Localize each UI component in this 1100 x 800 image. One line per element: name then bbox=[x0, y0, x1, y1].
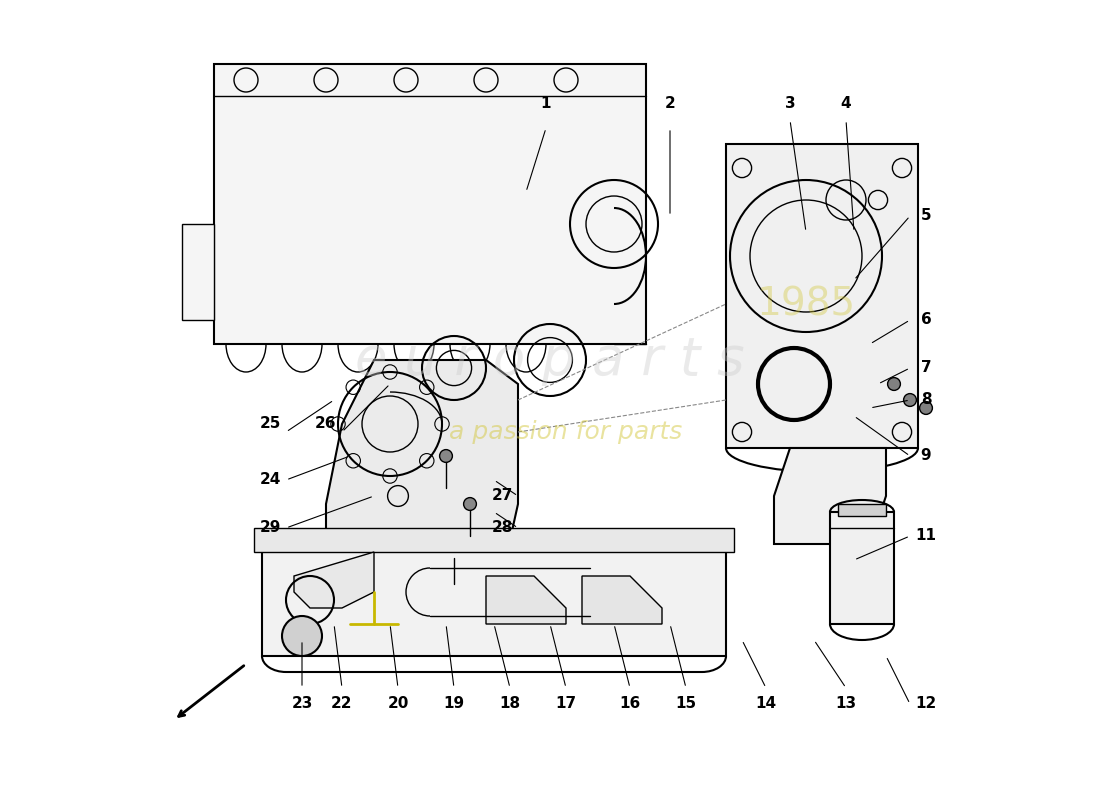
Text: 19: 19 bbox=[443, 697, 464, 711]
Text: 6: 6 bbox=[921, 313, 932, 327]
Circle shape bbox=[448, 546, 461, 558]
Text: 28: 28 bbox=[492, 521, 513, 535]
Polygon shape bbox=[830, 512, 894, 624]
Text: 27: 27 bbox=[492, 489, 513, 503]
Text: 29: 29 bbox=[260, 521, 280, 535]
Text: 9: 9 bbox=[921, 449, 932, 463]
Text: 14: 14 bbox=[756, 697, 777, 711]
Polygon shape bbox=[262, 544, 726, 656]
Polygon shape bbox=[326, 360, 518, 576]
Text: 4: 4 bbox=[840, 97, 851, 111]
Circle shape bbox=[903, 394, 916, 406]
Text: e u r o p a r t s: e u r o p a r t s bbox=[355, 334, 745, 386]
Circle shape bbox=[282, 616, 322, 656]
Text: 12: 12 bbox=[915, 697, 936, 711]
Text: 26: 26 bbox=[316, 417, 337, 431]
Text: 16: 16 bbox=[619, 697, 640, 711]
Text: 18: 18 bbox=[499, 697, 520, 711]
Circle shape bbox=[463, 498, 476, 510]
Text: 25: 25 bbox=[260, 417, 280, 431]
Polygon shape bbox=[486, 576, 566, 624]
Circle shape bbox=[920, 402, 933, 414]
Text: 13: 13 bbox=[835, 697, 857, 711]
Circle shape bbox=[440, 450, 452, 462]
Text: 24: 24 bbox=[260, 473, 280, 487]
Text: 22: 22 bbox=[331, 697, 353, 711]
Bar bbox=[254, 528, 734, 552]
Polygon shape bbox=[774, 448, 886, 544]
Circle shape bbox=[888, 378, 901, 390]
Text: 20: 20 bbox=[387, 697, 409, 711]
Text: 5: 5 bbox=[921, 209, 932, 223]
Text: 7: 7 bbox=[921, 361, 932, 375]
Polygon shape bbox=[726, 144, 918, 448]
Bar bbox=[838, 504, 886, 516]
Text: 1: 1 bbox=[541, 97, 551, 111]
Text: a passion for parts: a passion for parts bbox=[450, 420, 683, 444]
Text: 23: 23 bbox=[292, 697, 312, 711]
Text: 2: 2 bbox=[664, 97, 675, 111]
Text: 15: 15 bbox=[675, 697, 696, 711]
Text: 1985: 1985 bbox=[757, 285, 856, 323]
Text: 8: 8 bbox=[921, 393, 932, 407]
Text: 17: 17 bbox=[556, 697, 576, 711]
Text: 11: 11 bbox=[915, 529, 936, 543]
Polygon shape bbox=[182, 224, 214, 320]
Text: 3: 3 bbox=[784, 97, 795, 111]
Polygon shape bbox=[294, 552, 374, 608]
Polygon shape bbox=[214, 64, 646, 344]
Polygon shape bbox=[582, 576, 662, 624]
